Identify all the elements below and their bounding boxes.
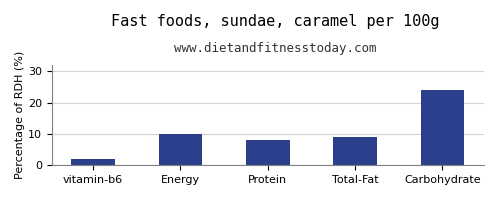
Bar	[72, 159, 115, 165]
Text: Fast foods, sundae, caramel per 100g: Fast foods, sundae, caramel per 100g	[111, 14, 440, 29]
Bar	[158, 134, 202, 165]
Bar	[246, 140, 290, 165]
Bar	[333, 137, 377, 165]
Text: www.dietandfitnesstoday.com: www.dietandfitnesstoday.com	[174, 42, 376, 55]
Bar	[420, 90, 464, 165]
Y-axis label: Percentage of RDH (%): Percentage of RDH (%)	[15, 51, 25, 179]
